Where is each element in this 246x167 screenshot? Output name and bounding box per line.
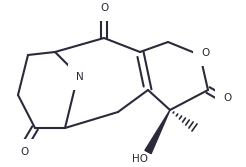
Text: HO: HO (132, 154, 148, 164)
Text: N: N (76, 72, 84, 82)
Text: O: O (20, 147, 28, 157)
Text: O: O (223, 93, 231, 103)
Text: O: O (201, 48, 209, 58)
Text: O: O (100, 3, 108, 13)
Polygon shape (145, 110, 170, 154)
